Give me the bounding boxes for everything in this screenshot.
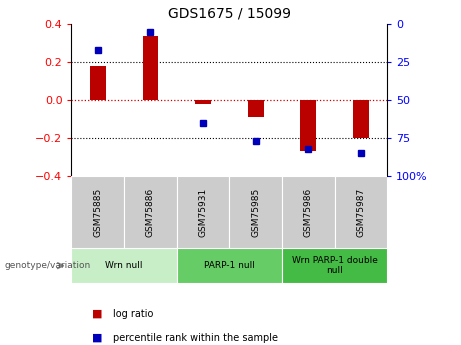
- Text: Wrn null: Wrn null: [105, 261, 143, 270]
- Bar: [142, 36, 158, 100]
- Bar: [301, 100, 316, 151]
- Title: GDS1675 / 15099: GDS1675 / 15099: [168, 6, 291, 20]
- Text: genotype/variation: genotype/variation: [5, 261, 91, 270]
- Bar: [177, 176, 229, 248]
- Text: log ratio: log ratio: [113, 309, 154, 319]
- Bar: [282, 248, 387, 283]
- Text: GSM75885: GSM75885: [93, 188, 102, 237]
- Bar: [124, 176, 177, 248]
- Text: GSM75886: GSM75886: [146, 188, 155, 237]
- Bar: [71, 248, 177, 283]
- Bar: [230, 176, 282, 248]
- Text: GSM75931: GSM75931: [199, 188, 207, 237]
- Bar: [195, 100, 211, 104]
- Text: ■: ■: [92, 333, 103, 343]
- Bar: [90, 66, 106, 100]
- Text: GSM75986: GSM75986: [304, 188, 313, 237]
- Bar: [177, 248, 282, 283]
- Text: GSM75987: GSM75987: [356, 188, 366, 237]
- Text: percentile rank within the sample: percentile rank within the sample: [113, 333, 278, 343]
- Text: PARP-1 null: PARP-1 null: [204, 261, 255, 270]
- Bar: [353, 100, 369, 138]
- Text: GSM75985: GSM75985: [251, 188, 260, 237]
- Bar: [248, 100, 264, 117]
- Bar: [71, 176, 124, 248]
- Bar: [335, 176, 387, 248]
- Text: ■: ■: [92, 309, 103, 319]
- Text: Wrn PARP-1 double
null: Wrn PARP-1 double null: [292, 256, 378, 275]
- Bar: [282, 176, 335, 248]
